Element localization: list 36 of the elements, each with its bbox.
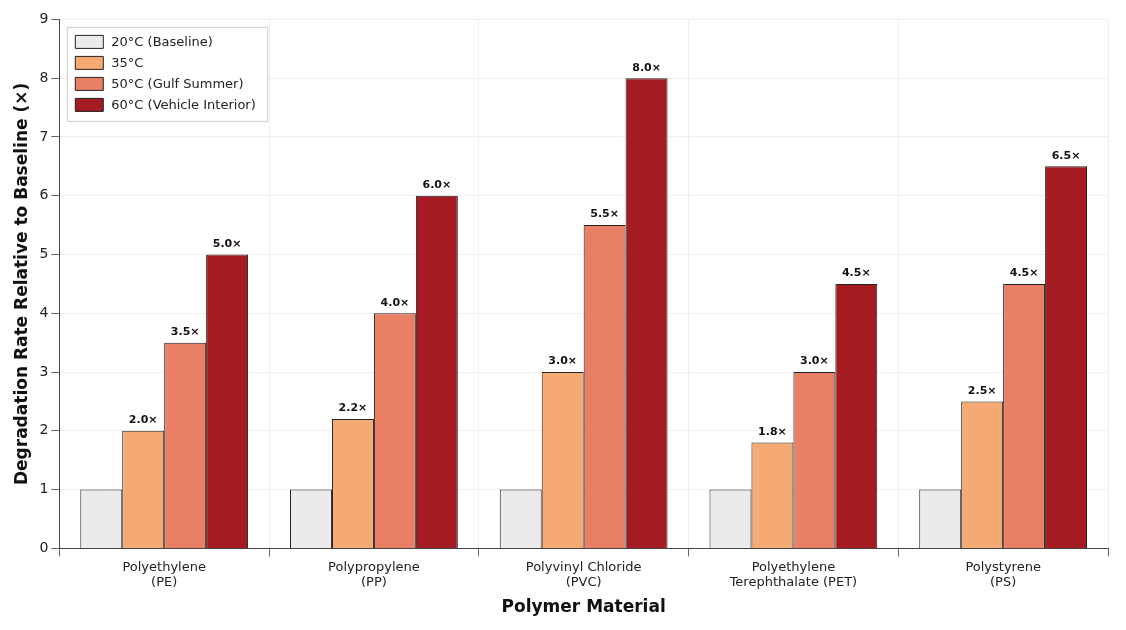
data-label: 2.5× — [967, 383, 997, 397]
legend-label: 35°C — [111, 54, 144, 70]
x-tick-label: Polyethylene Terephthalate (PET) — [728, 558, 858, 590]
data-label: 8.0× — [632, 60, 661, 74]
y-tick-label: 9 — [39, 10, 49, 27]
data-label: 3.5× — [170, 325, 200, 339]
x-tick-label: Polypropylene (PP) — [328, 558, 420, 590]
data-label: 4.5× — [1009, 266, 1039, 280]
x-tick-label: Polystyrene (PS) — [965, 558, 1041, 590]
y-tick-label: 4 — [39, 303, 49, 320]
data-label: 5.5× — [590, 207, 619, 221]
data-label: 5.0× — [212, 236, 242, 250]
y-tick-label: 0 — [39, 539, 49, 556]
data-label: 4.0× — [380, 295, 410, 309]
data-label: 2.0× — [128, 413, 158, 427]
data-label: 3.0× — [800, 354, 829, 368]
data-label: 1.8× — [758, 424, 787, 438]
y-tick-label: 3 — [39, 362, 49, 379]
y-tick-label: 6 — [39, 186, 49, 203]
y-tick-label: 1 — [39, 480, 49, 497]
x-tick-label: Polyvinyl Chloride (PVC) — [525, 558, 642, 590]
y-axis-title: Degradation Rate Relative to Baseline (×) — [10, 82, 31, 486]
x-axis-title: Polymer Material — [501, 596, 666, 617]
y-tick-label: 2 — [39, 421, 49, 438]
y-tick-label: 5 — [39, 245, 49, 262]
data-label: 2.2× — [338, 401, 368, 415]
data-label: 3.0× — [548, 354, 578, 368]
x-tick-label: Polyethylene (PE) — [122, 558, 206, 590]
data-label: 6.0× — [422, 178, 452, 192]
legend-label: 60°C (Vehicle Interior) — [111, 96, 256, 112]
legend-label: 20°C (Baseline) — [111, 33, 213, 49]
data-label: 4.5× — [841, 266, 871, 280]
legend-label: 50°C (Gulf Summer) — [111, 75, 244, 91]
y-tick-label: 7 — [39, 127, 49, 144]
data-label: 6.5× — [1051, 148, 1081, 162]
y-tick-label: 8 — [39, 68, 49, 85]
